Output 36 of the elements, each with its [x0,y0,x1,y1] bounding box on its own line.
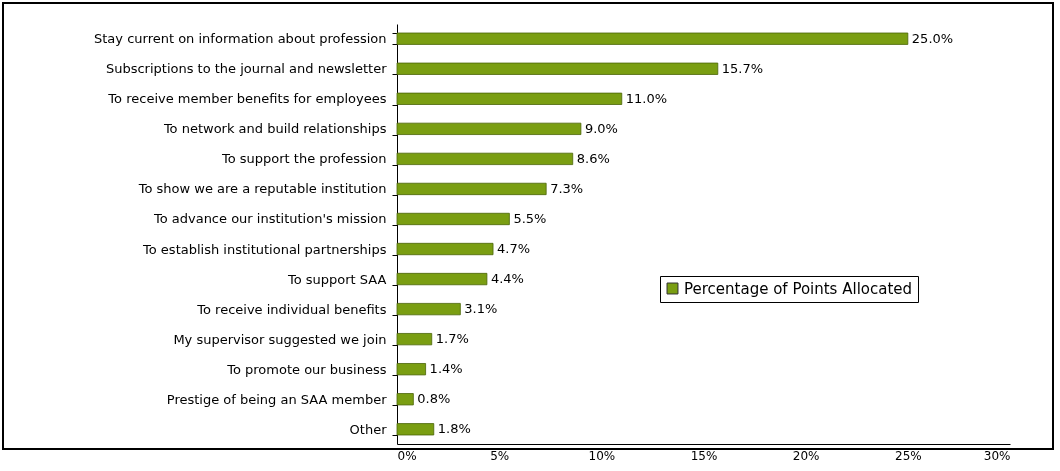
y-tick-label: My supervisor suggested we join [173,331,387,347]
y-tick-label: Stay current on information about profession [94,31,387,47]
y-tick-label: To receive member benefits for employees [107,91,387,107]
x-tick-label: 15% [690,448,718,463]
data-label: 4.4% [490,271,524,287]
data-label: 1.4% [429,361,463,377]
y-tick-label: To promote our business [226,361,387,377]
y-tick-label: To support SAA [286,271,387,287]
data-label: 4.7% [497,241,531,257]
x-tick-label: 10% [588,448,616,463]
x-tick-label: 30% [983,448,1011,463]
data-label: 9.0% [584,120,618,136]
y-tick-label: To show we are a reputable institution [137,181,387,197]
x-tick-label: 0% [397,448,417,463]
x-tick-label: 20% [792,448,820,463]
y-tick-label: To advance our institution's mission [152,211,387,227]
y-tick-label: To network and build relationships [162,121,387,137]
data-label: 3.1% [464,301,498,317]
y-tick-label: To receive individual benefits [196,301,387,317]
data-label: 1.8% [437,421,471,437]
y-tick-label: To support the profession [220,151,387,167]
data-label: 0.8% [417,391,451,407]
x-tick-label: 5% [490,448,510,463]
data-label: 5.5% [513,210,547,226]
y-tick-label: Other [349,421,388,437]
data-label: 11.0% [625,90,668,106]
y-tick-label: Subscriptions to the journal and newsletter [105,61,388,77]
data-label: 25.0% [911,30,954,46]
x-tick-label: 25% [895,448,922,463]
data-label: 7.3% [550,180,584,196]
data-label: 15.7% [721,60,764,76]
y-tick-label: Prestige of being an SAA member [166,391,388,407]
legend-label: Percentage of Points Allocated [684,279,913,298]
y-tick-label: To establish institutional partnerships [142,241,387,257]
data-label: 1.7% [435,331,469,347]
data-label: 8.6% [576,150,610,166]
